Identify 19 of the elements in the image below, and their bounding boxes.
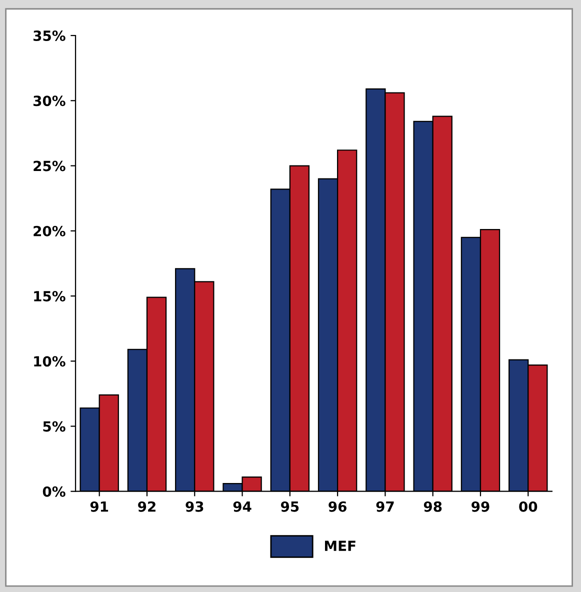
x-tick-label: 91 xyxy=(90,501,108,512)
y-tick-label: 0% xyxy=(42,486,66,497)
x-tick-label: 99 xyxy=(472,501,490,512)
x-tick-label: 96 xyxy=(328,501,346,512)
legend-label: MEF xyxy=(325,540,356,551)
x-tick-label: 92 xyxy=(138,501,156,512)
y-tick-label: 15% xyxy=(34,290,66,302)
y-tick-label: 35% xyxy=(33,30,66,41)
x-tick-label: 98 xyxy=(424,501,442,512)
y-tick-label: 10% xyxy=(34,356,66,367)
y-tick-label: 20% xyxy=(34,226,66,236)
x-tick-label: 97 xyxy=(376,501,394,512)
y-tick-label: 25% xyxy=(34,160,66,172)
x-tick-label: 95 xyxy=(280,501,299,512)
x-tick-label: 00 xyxy=(519,501,538,512)
x-tick-label: 94 xyxy=(233,501,252,512)
x-tick-label: 93 xyxy=(186,501,204,512)
y-tick-label: 5% xyxy=(43,421,66,432)
y-tick-label: 30% xyxy=(33,96,66,106)
